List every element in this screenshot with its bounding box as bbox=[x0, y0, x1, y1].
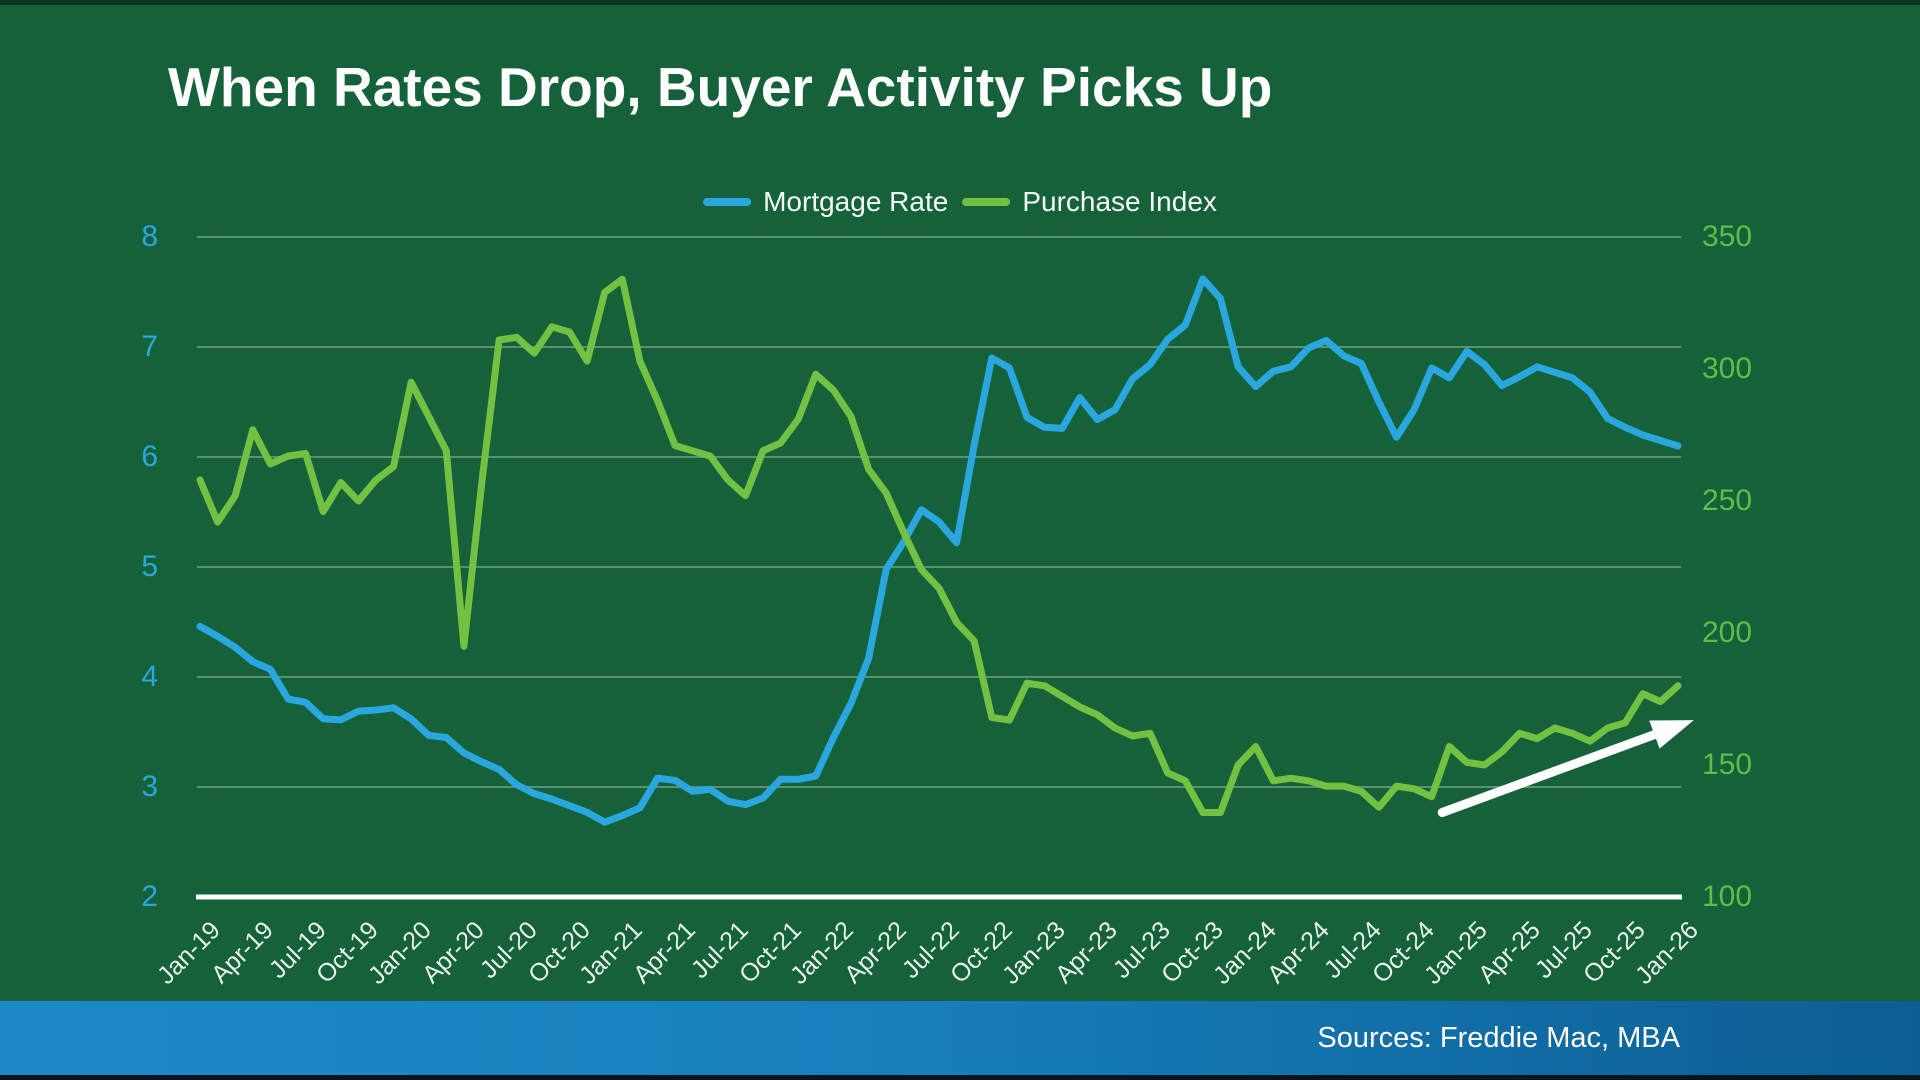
page-title: When Rates Drop, Buyer Activity Picks Up bbox=[168, 56, 1273, 118]
legend-label-purchase-index: Purchase Index bbox=[1022, 186, 1217, 217]
legend-item-mortgage-rate: Mortgage Rate bbox=[703, 186, 948, 218]
right-axis-tick-label: 200 bbox=[1702, 616, 1753, 649]
bottom-border bbox=[0, 1075, 1920, 1080]
legend-item-purchase-index: Purchase Index bbox=[962, 186, 1217, 218]
purchase-index-line bbox=[196, 275, 1682, 816]
footer-bar: Sources: Freddie Mac, MBA bbox=[0, 1001, 1920, 1075]
sources-text: Sources: Freddie Mac, MBA bbox=[1317, 1021, 1680, 1054]
trend-arrow-shaft bbox=[1437, 728, 1665, 818]
legend-label-mortgage-rate: Mortgage Rate bbox=[763, 186, 949, 217]
right-axis-tick-label: 150 bbox=[1702, 748, 1753, 781]
right-axis-tick-label: 100 bbox=[1702, 880, 1753, 913]
left-axis-tick-label: 8 bbox=[141, 220, 158, 253]
right-axis-tick-label: 300 bbox=[1702, 352, 1753, 385]
chart-legend: Mortgage Rate Purchase Index bbox=[701, 186, 1219, 218]
mortgage-rate-line bbox=[196, 275, 1682, 826]
purchase-index-line-swatch-icon bbox=[962, 198, 1011, 206]
trend-arrow-head-icon bbox=[1649, 720, 1694, 749]
top-border bbox=[0, 0, 1920, 5]
left-axis-tick-label: 3 bbox=[141, 770, 158, 803]
left-axis-tick-label: 6 bbox=[141, 440, 158, 473]
left-axis-tick-label: 4 bbox=[141, 660, 158, 693]
right-axis-tick-label: 350 bbox=[1702, 220, 1753, 253]
mortgage-rate-line-swatch-icon bbox=[703, 198, 752, 206]
left-axis-tick-label: 2 bbox=[141, 880, 158, 913]
left-axis-tick-label: 7 bbox=[141, 330, 158, 363]
left-axis-tick-label: 5 bbox=[141, 550, 158, 583]
right-axis-tick-label: 250 bbox=[1702, 484, 1753, 517]
